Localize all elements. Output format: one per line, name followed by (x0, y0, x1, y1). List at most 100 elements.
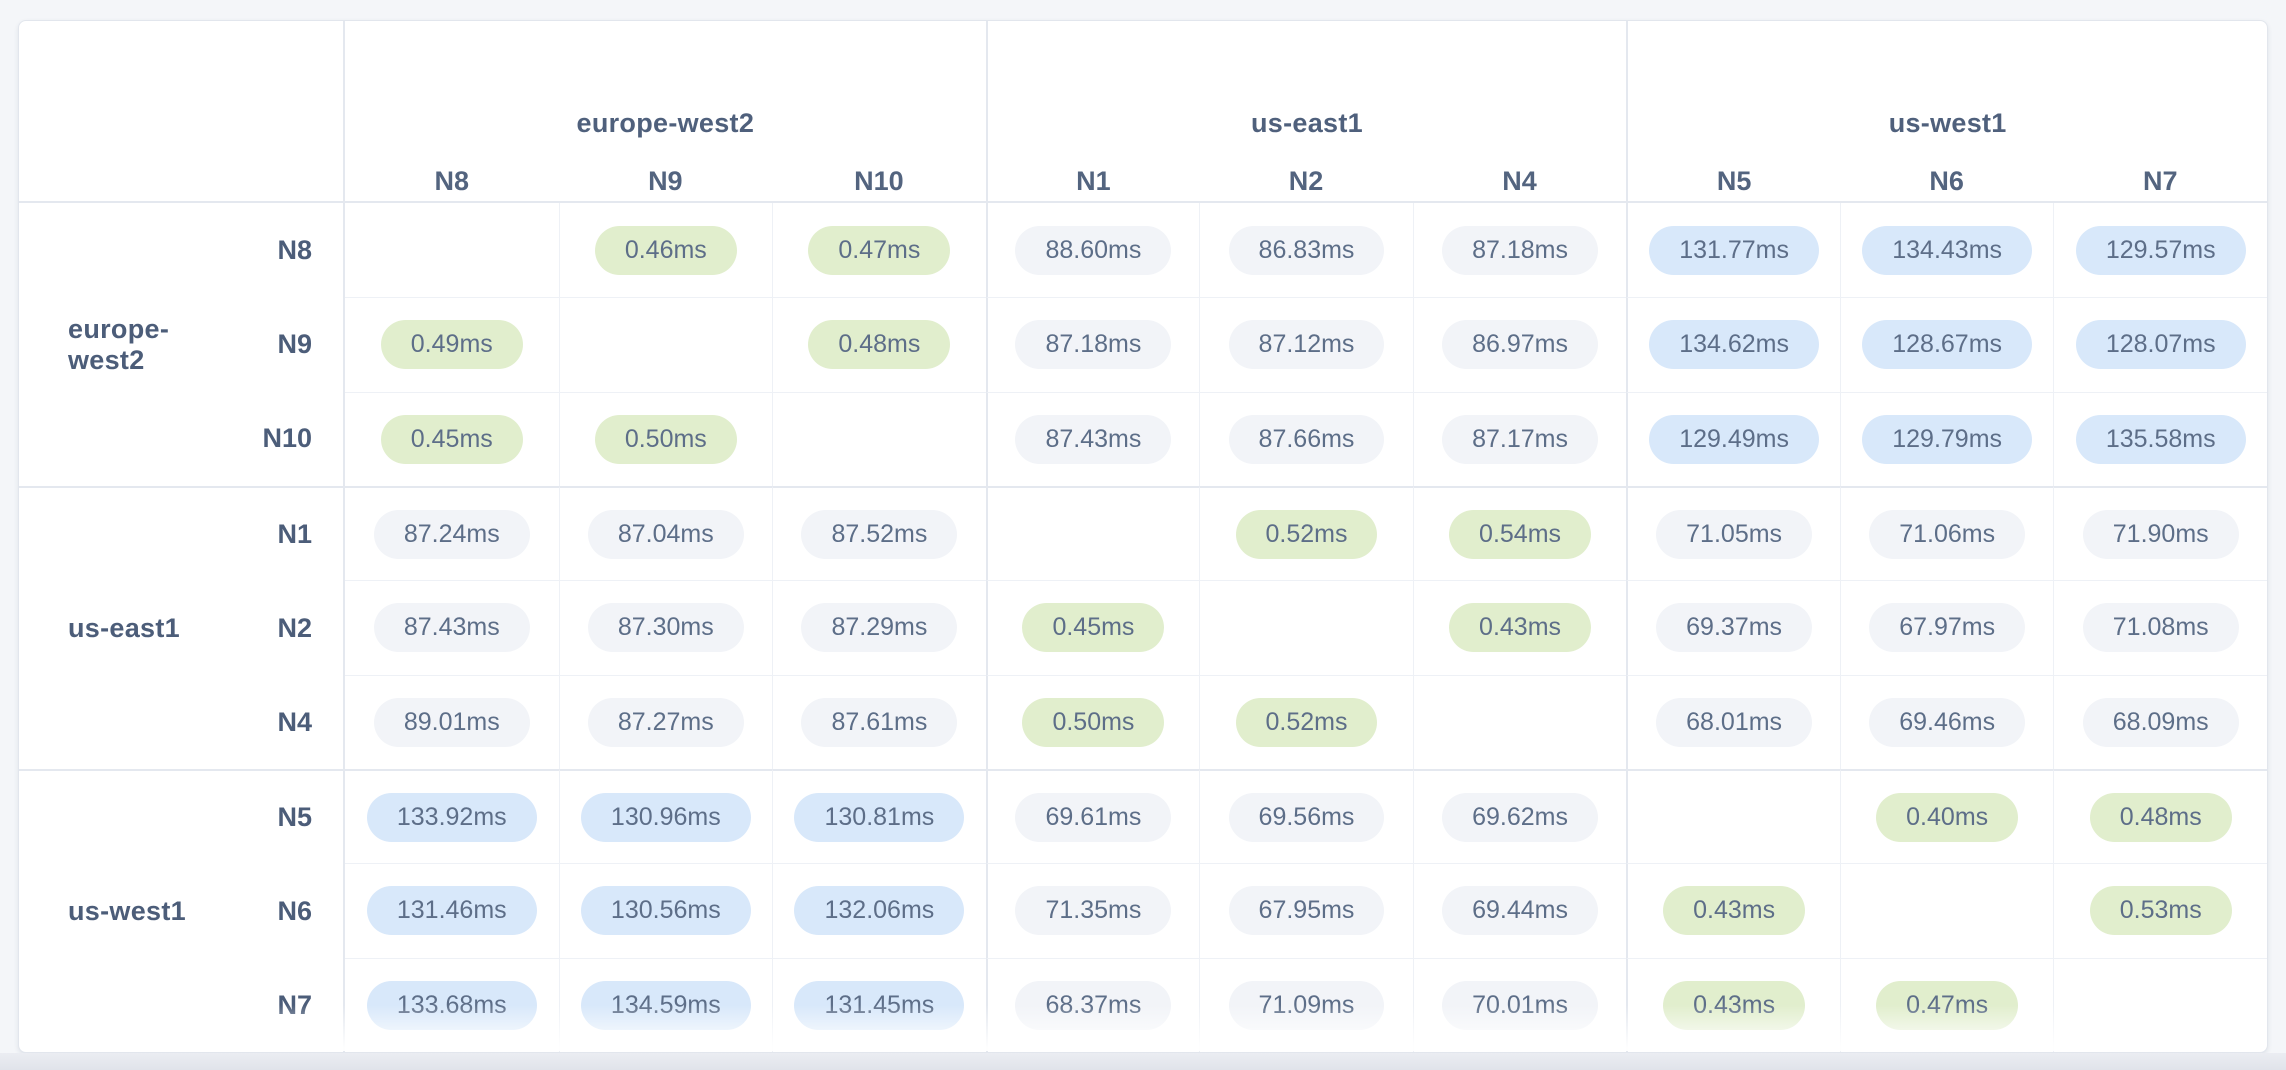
row-node-label-n1: N1 (277, 519, 312, 550)
latency-cell: 135.58ms (2053, 391, 2267, 486)
latency-pill: 131.46ms (366, 886, 537, 936)
latency-pill: 129.79ms (1862, 414, 2033, 464)
latency-cell: 87.30ms (558, 580, 773, 675)
matrix-corner-cell (19, 21, 345, 203)
latency-cell: 0.54ms (1412, 486, 1627, 581)
latency-pill: 0.48ms (2089, 792, 2232, 842)
latency-pill: 86.83ms (1228, 225, 1385, 275)
latency-pill: 0.40ms (1876, 792, 2019, 842)
latency-cell: 0.43ms (1626, 957, 1840, 1052)
column-region-header-us-east1: us-east1 (985, 21, 1627, 151)
latency-pill: 68.01ms (1656, 697, 1813, 747)
row-region-label: us-east1 (68, 613, 180, 643)
latency-pill: 69.37ms (1656, 603, 1813, 653)
latency-cell: 87.66ms (1199, 391, 1413, 486)
latency-pill: 87.66ms (1228, 414, 1385, 464)
latency-cell: 69.46ms (1839, 674, 2054, 769)
latency-cell: 134.62ms (1626, 297, 1840, 392)
latency-cell: 132.06ms (772, 863, 986, 958)
latency-cell: 0.46ms (558, 203, 773, 298)
row-node-label-n6: N6 (277, 896, 312, 926)
column-region-header-us-west1: us-west1 (1626, 21, 2267, 151)
latency-cell (985, 486, 1200, 581)
latency-pill: 0.48ms (808, 320, 951, 370)
latency-pill: 87.18ms (1442, 225, 1598, 275)
latency-cell: 71.05ms (1626, 486, 1840, 581)
column-node-header-n8: N8 (345, 151, 559, 203)
latency-pill: 0.52ms (1235, 697, 1378, 747)
latency-pill: 133.92ms (366, 792, 537, 842)
latency-pill: 0.50ms (1022, 697, 1165, 747)
latency-pill: 0.49ms (380, 320, 523, 370)
latency-cell: 71.06ms (1839, 486, 2054, 581)
latency-pill: 87.43ms (1015, 414, 1172, 464)
latency-cell: 130.56ms (558, 863, 773, 958)
latency-cell: 71.90ms (2053, 486, 2267, 581)
latency-pill: 69.44ms (1442, 886, 1598, 936)
latency-cell: 131.45ms (772, 957, 986, 1052)
latency-pill: 87.24ms (373, 509, 530, 559)
latency-pill: 0.54ms (1449, 509, 1592, 559)
column-node-header-n6: N6 (1839, 151, 2054, 203)
latency-pill: 87.17ms (1442, 414, 1598, 464)
latency-cell: 0.50ms (558, 391, 773, 486)
latency-pill: 0.45ms (1022, 603, 1165, 653)
latency-pill: 69.56ms (1228, 792, 1385, 842)
row-group-europe-west2: europe-west2 N8 N9 N10 (19, 203, 345, 486)
latency-pill: 128.07ms (2075, 320, 2246, 370)
latency-pill: 135.58ms (2075, 414, 2246, 464)
latency-cell: 68.09ms (2053, 674, 2267, 769)
latency-cell (772, 391, 986, 486)
latency-pill: 87.18ms (1015, 320, 1172, 370)
latency-cell: 0.48ms (2053, 769, 2267, 864)
latency-cell: 67.95ms (1199, 863, 1413, 958)
column-node-header-n5: N5 (1626, 151, 1840, 203)
latency-cell: 0.47ms (772, 203, 986, 298)
latency-cell: 87.43ms (985, 391, 1200, 486)
latency-cell: 87.18ms (985, 297, 1200, 392)
column-node-header-n2: N2 (1199, 151, 1413, 203)
column-node-header-n4: N4 (1412, 151, 1627, 203)
latency-cell: 131.77ms (1626, 203, 1840, 298)
page-bottom-scroll-area[interactable] (0, 1053, 2286, 1070)
latency-cell: 0.52ms (1199, 486, 1413, 581)
latency-pill: 0.53ms (2089, 886, 2232, 936)
latency-cell: 68.37ms (985, 957, 1200, 1052)
latency-pill: 71.09ms (1228, 980, 1385, 1030)
latency-pill: 69.62ms (1442, 792, 1598, 842)
latency-pill: 87.61ms (801, 697, 958, 747)
latency-pill: 134.62ms (1649, 320, 1819, 370)
latency-cell: 0.49ms (345, 297, 559, 391)
latency-cell: 0.53ms (2053, 863, 2267, 958)
latency-cell: 0.45ms (345, 391, 559, 486)
latency-pill: 0.43ms (1449, 603, 1592, 653)
latency-pill: 67.97ms (1869, 603, 2026, 653)
column-node-header-n9: N9 (558, 151, 773, 203)
latency-cell: 86.97ms (1412, 297, 1627, 392)
latency-pill: 89.01ms (373, 697, 530, 747)
row-node-label-n4: N4 (277, 706, 312, 737)
latency-cell: 68.01ms (1626, 674, 1840, 769)
latency-cell (2053, 957, 2267, 1052)
column-node-header-n1: N1 (985, 151, 1200, 203)
latency-cell: 69.56ms (1199, 769, 1413, 864)
latency-pill: 130.81ms (794, 792, 965, 842)
latency-pill: 87.30ms (587, 603, 744, 653)
latency-cell: 0.52ms (1199, 674, 1413, 769)
latency-pill: 86.97ms (1442, 320, 1598, 370)
latency-pill: 87.52ms (801, 509, 958, 559)
latency-cell: 86.83ms (1199, 203, 1413, 298)
latency-cell (345, 203, 559, 297)
latency-pill: 67.95ms (1228, 886, 1385, 936)
latency-cell: 87.04ms (558, 486, 773, 581)
latency-cell: 71.08ms (2053, 580, 2267, 675)
latency-cell: 0.47ms (1839, 957, 2054, 1052)
row-node-label-n8: N8 (277, 234, 312, 265)
latency-pill: 134.59ms (580, 980, 751, 1030)
latency-pill: 68.09ms (2082, 697, 2239, 747)
latency-cell (558, 297, 773, 392)
latency-pill: 69.46ms (1869, 697, 2026, 747)
latency-pill: 0.45ms (380, 414, 523, 464)
latency-cell: 87.29ms (772, 580, 986, 675)
latency-cell: 69.61ms (985, 769, 1200, 864)
